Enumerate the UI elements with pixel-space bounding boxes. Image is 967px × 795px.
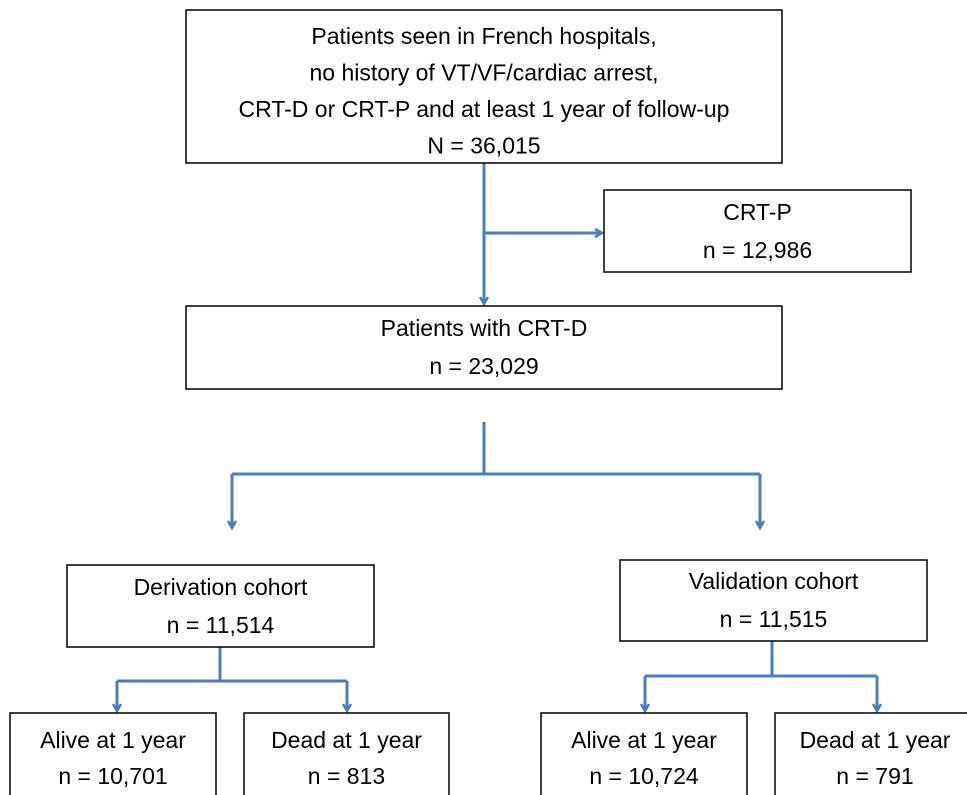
node-box: [619, 559, 928, 642]
node: Validation cohort n = 11,515: [619, 559, 928, 642]
node-label: no history of VT/VF/cardiac arrest,: [310, 60, 659, 86]
node: Dead at 1 year n = 791: [774, 712, 967, 795]
node-label: Patients with CRT-D: [381, 315, 588, 341]
node-label: n = 791: [836, 763, 913, 789]
node-box: [603, 189, 912, 273]
node-box: [540, 712, 748, 795]
node-label: n = 23,029: [429, 353, 538, 379]
node-box: [9, 712, 217, 795]
connectors: [117, 163, 877, 711]
node-label: CRT-D or CRT-P and at least 1 year of fo…: [239, 96, 730, 122]
node-label: N = 36,015: [427, 133, 540, 159]
node-box: [243, 712, 450, 795]
node: Derivation cohort n = 11,514: [66, 564, 375, 648]
node-label: Patients seen in French hospitals,: [311, 23, 656, 49]
node-label: n = 11,514: [167, 612, 275, 638]
node-label: n = 813: [308, 763, 385, 789]
node-box: [774, 712, 967, 795]
node: Alive at 1 year n = 10,701: [9, 712, 217, 795]
connector: [645, 641, 877, 678]
node-label: CRT-P: [723, 199, 792, 225]
node-label: Derivation cohort: [134, 574, 308, 600]
node-label: Alive at 1 year: [571, 727, 717, 753]
node-label: n = 11,515: [720, 606, 828, 632]
node-label: n = 10,724: [589, 763, 699, 789]
connector: [232, 422, 760, 476]
node-box: [185, 305, 783, 390]
node-box: [185, 9, 783, 164]
node-label: Alive at 1 year: [40, 727, 186, 753]
node: CRT-P n = 12,986: [603, 189, 912, 273]
node-label: Dead at 1 year: [800, 727, 951, 753]
node-label: n = 12,986: [703, 237, 812, 263]
node: Dead at 1 year n = 813: [243, 712, 450, 795]
node: Patients seen in French hospitals, no his…: [185, 9, 783, 164]
node-label: Validation cohort: [689, 568, 859, 594]
node-label: n = 10,701: [58, 763, 167, 789]
node: Alive at 1 year n = 10,724: [540, 712, 748, 795]
node-box: [66, 564, 375, 648]
node: Patients with CRT-D n = 23,029: [185, 305, 783, 390]
connector: [117, 647, 347, 683]
node-label: Dead at 1 year: [271, 727, 422, 753]
